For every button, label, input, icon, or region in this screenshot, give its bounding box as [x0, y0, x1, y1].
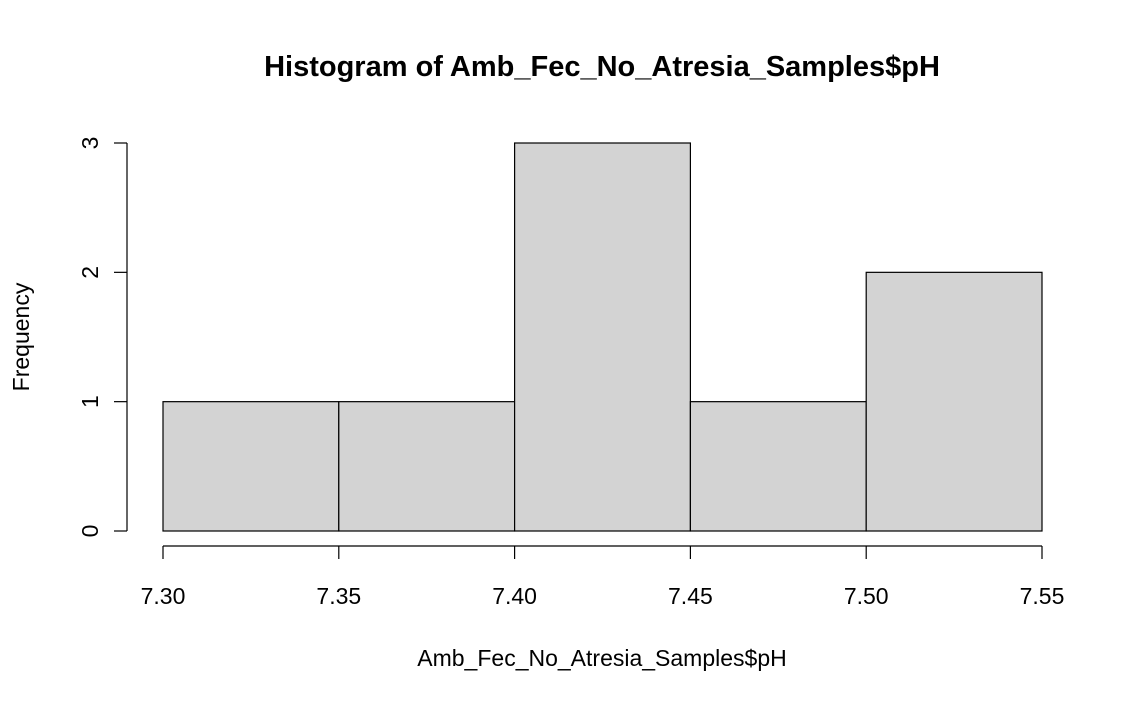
x-tick-label: 7.30 [141, 583, 186, 609]
histogram-bar-4 [689, 401, 867, 532]
bars-group [162, 142, 1043, 532]
histogram-bar-3 [513, 142, 691, 532]
x-tick-label: 7.50 [844, 583, 889, 609]
histogram-bar-2 [338, 401, 516, 532]
x-tick-label: 7.35 [316, 583, 361, 609]
x-tick-label: 7.45 [668, 583, 713, 609]
x-axis: 7.30 7.35 7.40 7.45 7.50 7.55 [141, 545, 1065, 609]
x-axis-label: Amb_Fec_No_Atresia_Samples$pH [417, 645, 786, 671]
y-axis-label: Frequency [8, 282, 34, 391]
y-tick-label: 0 [77, 525, 103, 538]
y-axis: 0 1 2 3 [77, 137, 128, 538]
y-tick-label: 3 [77, 137, 103, 150]
y-tick-label: 1 [77, 395, 103, 408]
x-tick-label: 7.55 [1020, 583, 1065, 609]
histogram-bar-5 [865, 271, 1043, 532]
x-tick-label: 7.40 [492, 583, 537, 609]
y-tick-label: 2 [77, 266, 103, 279]
histogram-bar-1 [162, 401, 340, 532]
chart-title: Histogram of Amb_Fec_No_Atresia_Samples$… [264, 51, 940, 83]
